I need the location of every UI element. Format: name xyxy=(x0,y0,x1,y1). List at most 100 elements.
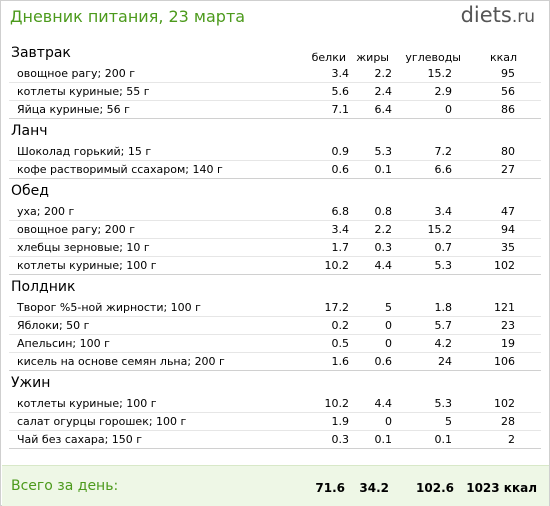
total-fat: 34.2 xyxy=(359,481,389,495)
meal-title: Обед xyxy=(11,183,49,199)
food-row: котлеты куриные; 100 г 10.2 4.4 5.3 102 xyxy=(9,395,541,412)
food-fat: 2.2 xyxy=(374,67,393,80)
food-kcal: 86 xyxy=(501,103,515,116)
food-kcal: 28 xyxy=(501,415,515,428)
nutrition-table: Завтрак белки жиры углеводы ккал овощное рагу… xyxy=(1,45,549,449)
food-protein: 6.8 xyxy=(331,205,350,218)
food-name: котлеты куриные; 55 г xyxy=(17,85,150,98)
food-name: хлебцы зерновые; 10 г xyxy=(17,241,150,254)
food-kcal: 35 xyxy=(501,241,515,254)
food-protein: 7.1 xyxy=(331,103,350,116)
meal-title: Ужин xyxy=(11,375,51,391)
food-row: котлеты куриные; 100 г 10.2 4.4 5.3 102 xyxy=(9,256,541,274)
food-protein: 3.4 xyxy=(331,223,350,236)
food-name: Яблоки; 50 г xyxy=(17,319,90,332)
food-fat: 0.6 xyxy=(374,355,393,368)
food-fat: 5.3 xyxy=(374,145,393,158)
section-divider xyxy=(9,274,541,275)
food-name: салат огурцы горошек; 100 г xyxy=(17,415,187,428)
food-protein: 3.4 xyxy=(331,67,350,80)
food-fat: 0 xyxy=(385,337,392,350)
food-kcal: 102 xyxy=(494,397,515,410)
food-protein: 1.6 xyxy=(331,355,350,368)
header: Дневник питания, 23 марта diets.ru xyxy=(1,1,549,37)
food-protein: 0.3 xyxy=(331,433,350,446)
meal-title: Завтрак xyxy=(11,45,71,61)
food-kcal: 80 xyxy=(501,145,515,158)
daily-total-bar: Всего за день: 71.6 34.2 102.6 1023 ккал xyxy=(2,465,549,506)
food-kcal: 121 xyxy=(494,301,515,314)
logo-tld: .ru xyxy=(511,7,535,27)
food-kcal: 94 xyxy=(501,223,515,236)
food-row: Апельсин; 100 г 0.5 0 4.2 19 xyxy=(9,334,541,352)
food-carbs: 5.7 xyxy=(434,319,453,332)
column-header-kcal: ккал xyxy=(489,51,517,64)
food-row: овощное рагу; 200 г 3.4 2.2 15.2 94 xyxy=(9,220,541,238)
food-protein: 10.2 xyxy=(324,259,350,272)
food-carbs: 24 xyxy=(438,355,452,368)
food-carbs: 6.6 xyxy=(434,163,453,176)
food-carbs: 5.3 xyxy=(434,259,453,272)
food-kcal: 56 xyxy=(501,85,515,98)
food-fat: 4.4 xyxy=(374,397,393,410)
column-header-fat: жиры xyxy=(356,51,389,64)
logo-main: diets xyxy=(460,3,512,27)
meal-section-header: Ланч xyxy=(1,123,549,143)
food-kcal: 19 xyxy=(501,337,515,350)
section-divider xyxy=(9,448,541,449)
food-carbs: 0 xyxy=(445,103,452,116)
food-protein: 17.2 xyxy=(324,301,350,314)
food-kcal: 102 xyxy=(494,259,515,272)
food-carbs: 15.2 xyxy=(427,223,453,236)
food-name: Яйца куриные; 56 г xyxy=(17,103,130,116)
food-fat: 0.1 xyxy=(374,163,393,176)
food-protein: 10.2 xyxy=(324,397,350,410)
food-row: Творог %5-ной жирности; 100 г 17.2 5 1.8 121 xyxy=(9,299,541,316)
food-carbs: 3.4 xyxy=(434,205,453,218)
meal-section-header: Завтрак белки жиры углеводы ккал xyxy=(1,45,549,65)
food-row: Чай без сахара; 150 г 0.3 0.1 0.1 2 xyxy=(9,430,541,448)
food-fat: 0.3 xyxy=(374,241,393,254)
food-row: Яблоки; 50 г 0.2 0 5.7 23 xyxy=(9,316,541,334)
food-protein: 0.6 xyxy=(331,163,350,176)
food-protein: 0.9 xyxy=(331,145,350,158)
food-protein: 1.9 xyxy=(331,415,350,428)
food-name: овощное рагу; 200 г xyxy=(17,223,135,236)
food-protein: 1.7 xyxy=(331,241,350,254)
food-name: уха; 200 г xyxy=(17,205,75,218)
food-name: котлеты куриные; 100 г xyxy=(17,397,157,410)
food-kcal: 2 xyxy=(508,433,515,446)
meal-title: Ланч xyxy=(11,123,48,139)
section-divider xyxy=(9,370,541,371)
food-row: уха; 200 г 6.8 0.8 3.4 47 xyxy=(9,203,541,220)
meal-title: Полдник xyxy=(11,279,76,295)
total-protein: 71.6 xyxy=(315,481,345,495)
food-fat: 6.4 xyxy=(374,103,393,116)
food-name: кисель на основе семян льна; 200 г xyxy=(17,355,225,368)
meal-section-header: Обед xyxy=(1,183,549,203)
food-kcal: 106 xyxy=(494,355,515,368)
total-kcal: 1023 ккал xyxy=(466,481,537,495)
food-fat: 0.8 xyxy=(374,205,393,218)
meal-section-header: Ужин xyxy=(1,375,549,395)
food-carbs: 0.1 xyxy=(434,433,453,446)
section-divider xyxy=(9,178,541,179)
food-fat: 2.2 xyxy=(374,223,393,236)
food-fat: 0.1 xyxy=(374,433,393,446)
food-row: хлебцы зерновые; 10 г 1.7 0.3 0.7 35 xyxy=(9,238,541,256)
meal-section-header: Полдник xyxy=(1,279,549,299)
daily-total-label: Всего за день: xyxy=(11,478,119,494)
food-fat: 0 xyxy=(385,415,392,428)
column-header-carbs: углеводы xyxy=(405,51,461,64)
food-name: котлеты куриные; 100 г xyxy=(17,259,157,272)
food-row: котлеты куриные; 55 г 5.6 2.4 2.9 56 xyxy=(9,82,541,100)
food-protein: 0.5 xyxy=(331,337,350,350)
food-carbs: 1.8 xyxy=(434,301,453,314)
logo[interactable]: diets.ru xyxy=(461,3,535,27)
food-kcal: 95 xyxy=(501,67,515,80)
food-row: овощное рагу; 200 г 3.4 2.2 15.2 95 xyxy=(9,65,541,82)
food-carbs: 15.2 xyxy=(427,67,453,80)
food-carbs: 7.2 xyxy=(434,145,453,158)
food-carbs: 5.3 xyxy=(434,397,453,410)
